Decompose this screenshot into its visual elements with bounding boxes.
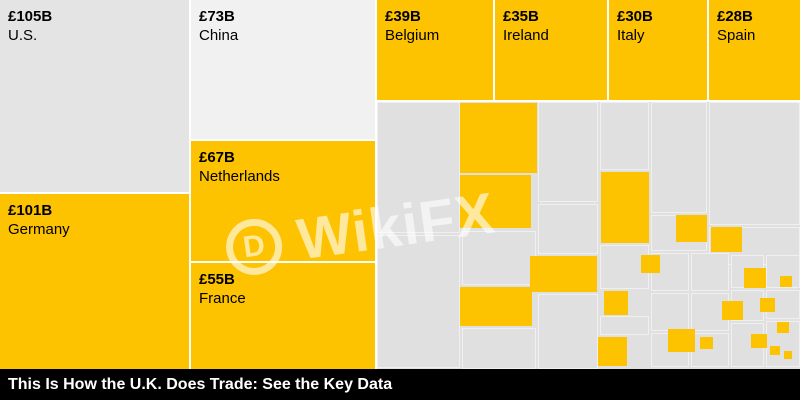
treemap-cell-gray (600, 102, 649, 170)
treemap-cell-small (598, 337, 627, 366)
treemap-cell-gray (600, 316, 649, 335)
cell-country: France (199, 290, 246, 307)
cell-country: Netherlands (199, 168, 280, 185)
cell-country: China (199, 27, 239, 44)
cell-value: £55B (199, 271, 235, 288)
treemap-cell-small (777, 322, 789, 333)
treemap-cell-small (460, 175, 531, 228)
cell-country: Ireland (503, 27, 549, 44)
cell-country: U.S. (8, 27, 38, 44)
cell-china: £73B China (191, 0, 375, 139)
cell-label: £105B U.S. (0, 0, 189, 45)
treemap-cell-small (744, 268, 766, 288)
treemap-cell-gray (651, 293, 689, 331)
treemap-cell-gray (691, 253, 729, 291)
treemap-cell-gray (538, 294, 598, 369)
cell-netherlands: £67B Netherlands (191, 141, 375, 261)
treemap-cell-gray (377, 102, 460, 233)
cell-label: £67B Netherlands (191, 141, 375, 186)
treemap-cell-small (601, 172, 649, 243)
treemap-cell-small (780, 276, 792, 287)
cell-france: £55B France (191, 263, 375, 369)
cell-label: £28B Spain (709, 0, 800, 45)
cell-country: Italy (617, 27, 645, 44)
chart-title: This Is How the U.K. Does Trade: See the… (8, 375, 393, 393)
treemap-cell-gray (709, 102, 800, 225)
treemap-area: £105B U.S. £101B Germany £73B China £67B Nether… (0, 0, 800, 369)
treemap-cell-small (676, 215, 707, 242)
treemap-cell-gray (651, 102, 707, 213)
treemap-cell-small (530, 256, 597, 292)
cell-label: £35B Ireland (495, 0, 607, 45)
treemap-cell-gray (462, 328, 536, 369)
treemap-cell-gray (377, 235, 460, 368)
cell-label: £30B Italy (609, 0, 707, 45)
treemap-cell-small (668, 329, 695, 352)
cell-ireland: £35B Ireland (495, 0, 607, 100)
cell-value: £30B (617, 8, 653, 25)
treemap-cell-small (760, 298, 775, 312)
cell-value: £105B (8, 8, 53, 25)
cell-label: £101B Germany (0, 194, 189, 239)
treemap-cell-small (460, 103, 537, 173)
cell-italy: £30B Italy (609, 0, 707, 100)
treemap-cell-small (770, 346, 780, 355)
treemap-cell-small (784, 351, 792, 359)
cell-belgium: £39B Belgium (377, 0, 493, 100)
treemap-cell-gray (462, 231, 536, 285)
cell-value: £101B (8, 202, 53, 219)
cell-spain: £28B Spain (709, 0, 800, 100)
treemap-cell-gray (538, 204, 598, 254)
cell-germany: £101B Germany (0, 194, 189, 369)
cell-label: £73B China (191, 0, 375, 45)
cell-country: Spain (717, 27, 756, 44)
treemap-cell-gray (538, 102, 598, 202)
cell-value: £39B (385, 8, 421, 25)
treemap-cell-gray (731, 323, 764, 367)
treemap-cell-small (722, 301, 743, 320)
treemap-cell-small (751, 334, 767, 348)
treemap-cell-gray (600, 245, 649, 289)
treemap-cell-small (604, 291, 628, 315)
cell-value: £35B (503, 8, 539, 25)
cell-country: Belgium (385, 27, 440, 44)
footer-title-bar: This Is How the U.K. Does Trade: See the… (0, 369, 800, 400)
cell-value: £67B (199, 149, 235, 166)
cell-value: £28B (717, 8, 753, 25)
treemap-cell-small (460, 287, 532, 326)
treemap-cell-small (711, 227, 742, 252)
cell-label: £55B France (191, 263, 375, 308)
cell-label: £39B Belgium (377, 0, 493, 45)
cell-value: £73B (199, 8, 235, 25)
cell-us: £105B U.S. (0, 0, 189, 192)
treemap-cell-small (700, 337, 713, 349)
cell-country: Germany (8, 221, 70, 238)
treemap-cell-small (641, 255, 660, 273)
